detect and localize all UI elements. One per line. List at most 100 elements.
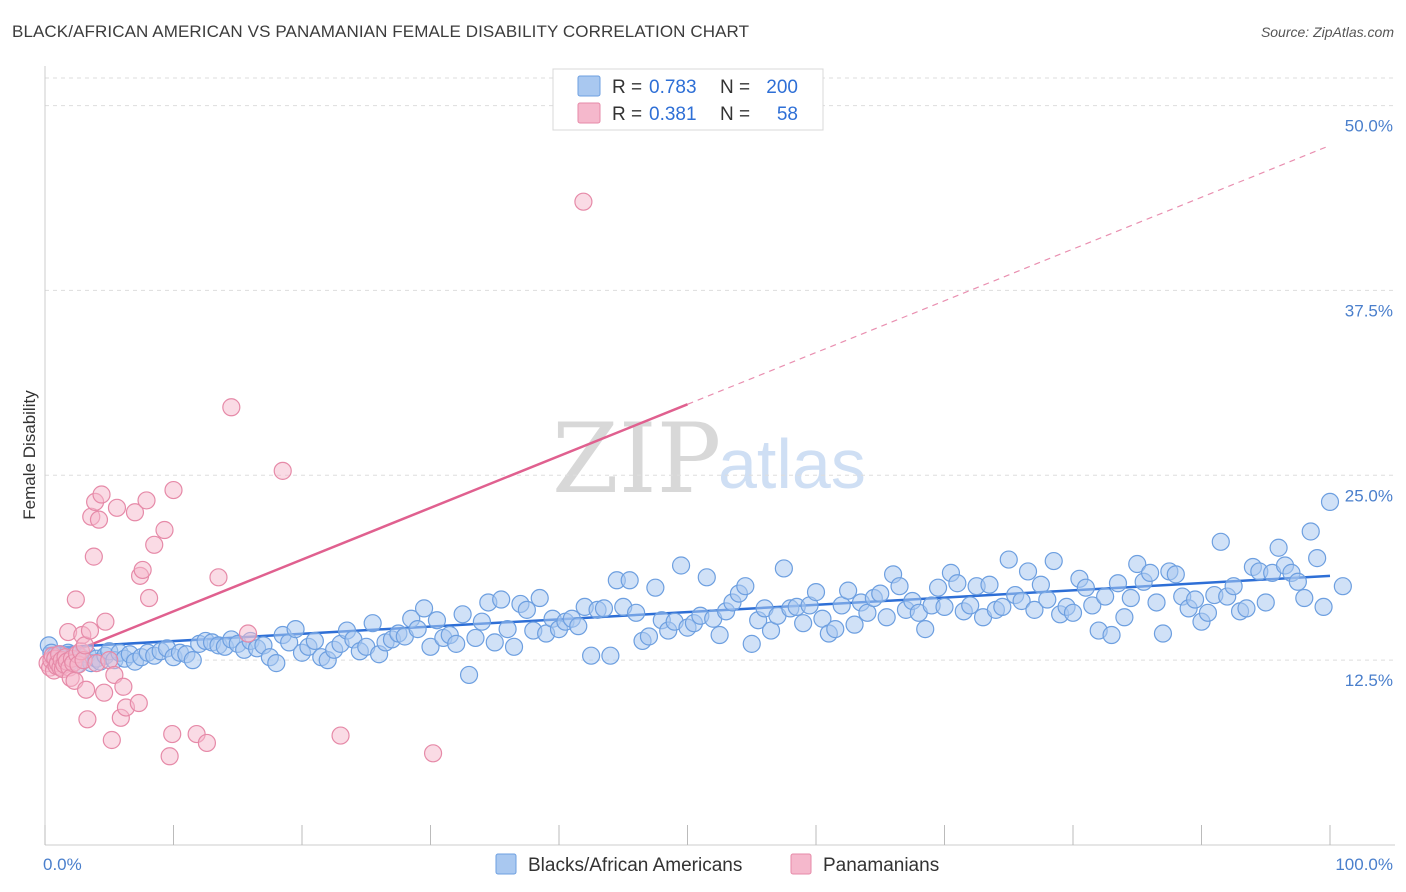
panamanians-point-53 xyxy=(155,520,174,540)
blacks-point-128 xyxy=(806,583,826,602)
panamanians-point-40 xyxy=(102,730,121,750)
panamanians-point-47 xyxy=(129,693,148,713)
blacks-point-175 xyxy=(1108,574,1128,593)
blacks-point-93 xyxy=(582,646,601,665)
y-tick-label-3: 50.0% xyxy=(1345,117,1393,136)
x-tick-label-1: 100.0% xyxy=(1335,855,1393,874)
blacks-point-100 xyxy=(626,603,646,622)
blacks-point-187 xyxy=(1185,590,1205,609)
legend-n-label-blacks: N = xyxy=(720,77,750,98)
blacks-point-85 xyxy=(530,588,549,608)
blacks-point-80 xyxy=(498,619,517,639)
series-legend: Blacks/African Americans Panamanians xyxy=(495,853,939,876)
blacks-point-157 xyxy=(993,597,1012,617)
blacks-point-67 xyxy=(414,599,434,618)
bottom-legend-swatch-panamanians xyxy=(790,853,812,875)
blacks-point-78 xyxy=(485,633,504,652)
blacks-point-171 xyxy=(1083,596,1102,615)
legend-r-value-panamanians: 0.381 xyxy=(649,104,697,125)
blacks-point-66 xyxy=(408,619,427,639)
blacks-point-152 xyxy=(961,596,980,615)
y-tick-label-0: 12.5% xyxy=(1345,671,1393,690)
blacks-point-73 xyxy=(453,605,472,624)
blacks-point-189 xyxy=(1198,603,1218,622)
blacks-point-107 xyxy=(671,556,691,575)
panamanians-point-49 xyxy=(133,560,152,580)
blacks-point-126 xyxy=(794,614,813,633)
panamanians-point-65 xyxy=(574,192,593,211)
blacks-point-147 xyxy=(928,578,948,597)
blacks-point-123 xyxy=(774,559,793,578)
blacks-point-99 xyxy=(620,571,639,590)
blacks-point-47 xyxy=(286,619,305,639)
panamanians-point-52 xyxy=(145,535,164,554)
blacks-point-111 xyxy=(697,568,716,587)
blacks-point-69 xyxy=(427,611,447,630)
panamanians-point-62 xyxy=(273,461,292,480)
blacks-point-113 xyxy=(710,625,729,645)
blacks-point-148 xyxy=(935,597,954,617)
blacks-point-150 xyxy=(948,574,967,593)
blacks-point-178 xyxy=(1128,554,1147,574)
panamanians-point-51 xyxy=(139,588,159,608)
panamanians-point-37 xyxy=(95,683,114,702)
panamanians-point-55 xyxy=(163,724,182,744)
blacks-point-205 xyxy=(1301,522,1320,541)
panamanians-trend-line xyxy=(44,403,688,665)
bottom-legend-label-panamanians: Panamanians xyxy=(823,855,939,876)
panamanians-point-59 xyxy=(209,568,228,587)
legend-swatch-panamanians xyxy=(577,102,601,124)
watermark-zip: ZIP xyxy=(552,403,721,515)
panamanians-point-42 xyxy=(107,498,127,517)
panamanians-point-28 xyxy=(77,680,96,699)
correlation-legend: R = 0.783 N = 200 R = 0.381 N = 58 xyxy=(552,68,824,131)
blacks-point-209 xyxy=(1333,577,1352,596)
blacks-point-102 xyxy=(639,627,659,646)
blacks-point-131 xyxy=(826,619,845,639)
blacks-point-75 xyxy=(466,628,485,648)
blacks-point-160 xyxy=(1012,591,1031,611)
y-tick-label-2: 37.5% xyxy=(1345,301,1393,320)
panamanians-trend-extension xyxy=(687,144,1331,405)
y-tick-labels: 12.5% 25.0% 37.5% 50.0% xyxy=(1345,117,1393,691)
blacks-point-79 xyxy=(492,590,511,609)
blacks-points xyxy=(39,492,1352,685)
panamanians-point-35 xyxy=(89,510,109,529)
panamanians-point-36 xyxy=(92,485,111,504)
legend-n-label-panamanians: N = xyxy=(720,104,750,125)
blacks-point-50 xyxy=(305,631,324,651)
blacks-point-83 xyxy=(517,600,536,619)
blacks-point-96 xyxy=(601,646,620,665)
blacks-point-208 xyxy=(1320,492,1340,512)
blacks-point-81 xyxy=(504,637,524,656)
panamanians-point-58 xyxy=(197,733,217,753)
x-tick-label-0: 0.0% xyxy=(43,855,82,874)
blacks-point-139 xyxy=(877,608,896,627)
watermark-atlas: atlas xyxy=(718,425,866,503)
blacks-point-177 xyxy=(1121,588,1140,608)
watermark: ZIP atlas xyxy=(552,403,866,515)
blacks-point-76 xyxy=(472,612,491,631)
panamanians-point-46 xyxy=(125,503,145,522)
blacks-point-182 xyxy=(1153,624,1173,643)
blacks-point-74 xyxy=(459,665,479,685)
blacks-point-103 xyxy=(646,578,665,597)
blacks-point-207 xyxy=(1314,597,1333,617)
axes xyxy=(44,66,1395,846)
blacks-point-200 xyxy=(1269,538,1288,557)
panamanians-point-56 xyxy=(164,480,183,500)
panamanians-trend xyxy=(44,144,1331,665)
blacks-point-138 xyxy=(871,584,890,603)
gridlines xyxy=(45,77,1395,661)
legend-n-value-blacks: 200 xyxy=(766,77,798,98)
panamanians-point-38 xyxy=(96,612,115,631)
panamanians-point-29 xyxy=(78,710,97,729)
blacks-point-161 xyxy=(1018,562,1038,581)
blacks-point-164 xyxy=(1038,590,1057,609)
blacks-point-184 xyxy=(1166,565,1185,584)
panamanians-point-54 xyxy=(160,747,179,766)
blacks-point-206 xyxy=(1308,549,1327,568)
legend-r-label-panamanians: R = xyxy=(612,104,642,125)
chart-title: BLACK/AFRICAN AMERICAN VS PANAMANIAN FEM… xyxy=(12,22,750,41)
panamanians-point-60 xyxy=(222,398,241,417)
